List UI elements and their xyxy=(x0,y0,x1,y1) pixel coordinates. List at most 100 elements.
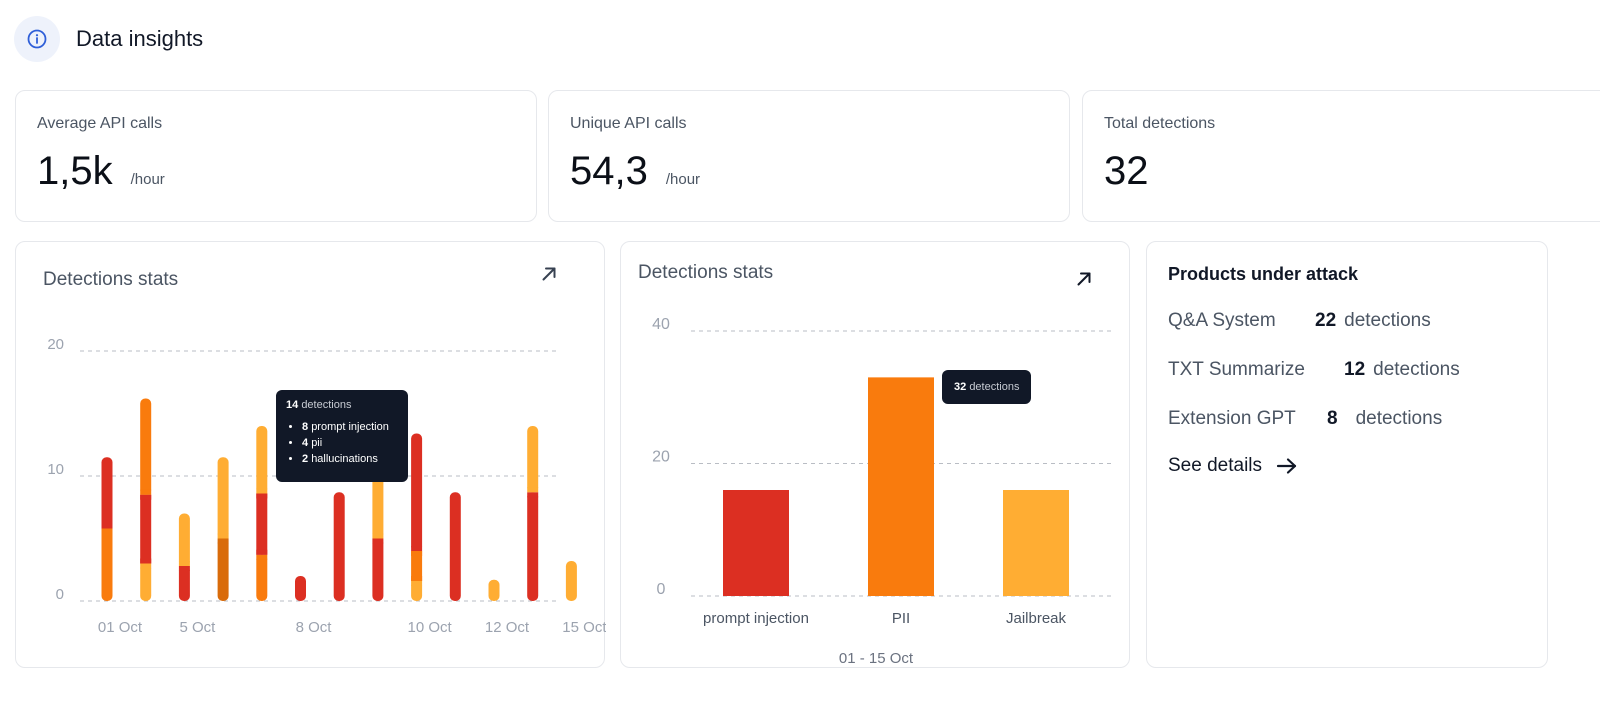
see-details-link[interactable]: See details xyxy=(1168,455,1298,477)
bar-segment-join xyxy=(256,488,268,494)
stat-number: 32 xyxy=(1104,149,1149,193)
bar-segment xyxy=(217,457,229,539)
detections-category-card: Detections stats 0 20 40 prompt injection P… xyxy=(620,241,1130,668)
product-name: TXT Summarize xyxy=(1168,359,1305,380)
bar-segment xyxy=(372,476,384,539)
bar-segment xyxy=(140,398,152,495)
tooltip-item: 2 hallucinations xyxy=(302,451,398,467)
product-name: Extension GPT xyxy=(1168,408,1296,429)
x-tick-label: 15 Oct xyxy=(562,619,606,636)
chart-bar[interactable] xyxy=(527,426,539,601)
y-tick-label: 20 xyxy=(47,336,64,353)
stat-card-unique-api-calls: Unique API calls 54,3 /hour xyxy=(548,90,1070,222)
bar-segment xyxy=(140,563,152,601)
expand-icon[interactable] xyxy=(536,261,562,287)
bar-segment-join xyxy=(140,494,152,500)
bar-segment xyxy=(372,538,384,601)
stat-card-average-api-calls: Average API calls 1,5k /hour xyxy=(15,90,537,222)
bar-segment xyxy=(295,576,306,601)
bar-segment-join xyxy=(527,492,539,498)
chart-bar[interactable] xyxy=(723,490,789,596)
chart-bar[interactable] xyxy=(868,377,934,596)
chart-bar[interactable] xyxy=(565,561,577,601)
chart-bar[interactable] xyxy=(295,576,306,601)
x-tick-label: 12 Oct xyxy=(485,619,530,636)
bar-segment-join xyxy=(140,563,152,569)
bar-segment-join xyxy=(372,533,384,539)
bar-segment xyxy=(527,492,539,601)
bar-segment xyxy=(488,579,500,601)
chart-bar[interactable] xyxy=(333,492,345,601)
bar-segment xyxy=(333,492,345,601)
x-tick-label: 10 Oct xyxy=(408,619,453,636)
bar-segment xyxy=(449,492,461,601)
tooltip-header: 14 detections xyxy=(286,399,352,411)
bar-segment xyxy=(101,457,113,529)
y-tick-label: 10 xyxy=(47,461,64,478)
bar-segment-join xyxy=(101,523,113,529)
chart-bar[interactable] xyxy=(217,457,229,601)
arrow-right-icon xyxy=(1276,457,1298,475)
stat-value: 54,3 /hour xyxy=(570,149,700,194)
bar-segment xyxy=(217,538,229,601)
chart-bar[interactable] xyxy=(488,579,500,601)
product-row: Q&A System 22 detections xyxy=(1168,310,1431,332)
chart-bar[interactable] xyxy=(1003,490,1069,596)
chart-bar[interactable] xyxy=(256,426,268,601)
tooltip-item: 8 prompt injection xyxy=(302,419,398,435)
y-tick-label: 20 xyxy=(652,449,670,466)
see-details-label: See details xyxy=(1168,455,1263,476)
bar-segment-join xyxy=(256,493,268,499)
product-row: TXT Summarize 12 detections xyxy=(1168,359,1460,381)
y-tick-label: 0 xyxy=(56,586,64,603)
x-tick-label: PII xyxy=(892,610,910,627)
expand-icon[interactable] xyxy=(1071,266,1097,292)
bar-segment xyxy=(140,494,152,564)
bar-segment-join xyxy=(256,554,268,560)
bar-segment-join xyxy=(101,528,113,534)
tooltip-list: 8 prompt injection 4 pii 2 hallucination… xyxy=(286,419,398,467)
product-name: Q&A System xyxy=(1168,310,1276,331)
bar-segment-join xyxy=(217,538,229,544)
stat-label: Unique API calls xyxy=(570,115,687,132)
x-tick-label: Jailbreak xyxy=(1006,610,1067,627)
detection-count: 12 xyxy=(1344,359,1366,380)
bar-segment xyxy=(411,551,423,581)
x-tick-label: 5 Oct xyxy=(179,619,216,636)
stat-number: 1,5k xyxy=(37,149,113,193)
x-axis-label: 01 - 15 Oct xyxy=(839,650,914,667)
x-tick-label: 8 Oct xyxy=(296,619,333,636)
bar-segment-join xyxy=(411,581,423,586)
bar-segment-join xyxy=(217,533,229,539)
detections-timeline-card: Detections stats 0 10 20 01 Oct 5 Oct 8 Oct 1… xyxy=(15,241,606,668)
detection-suffix: detections xyxy=(1373,359,1460,380)
bar-segment-join xyxy=(256,549,268,555)
chart-tooltip: 14 detections 8 prompt injection 4 pii 2… xyxy=(276,390,408,482)
bar-segment-join xyxy=(411,546,423,551)
bar-segment xyxy=(101,528,113,601)
chart-bar[interactable] xyxy=(449,492,461,601)
stat-number: 54,3 xyxy=(570,149,648,193)
chart-bar[interactable] xyxy=(411,433,423,602)
bar-segment xyxy=(411,433,423,551)
bar-segment xyxy=(411,581,423,601)
x-tick-label: 01 Oct xyxy=(98,619,143,636)
bar-segment-join xyxy=(178,561,190,566)
stat-unit: /hour xyxy=(665,171,701,188)
chart-bar[interactable] xyxy=(140,398,152,602)
stat-label: Total detections xyxy=(1104,115,1216,132)
chart-bar[interactable] xyxy=(372,476,384,601)
stat-card-total-detections: Total detections 32 xyxy=(1082,90,1600,222)
bar-segment xyxy=(178,566,190,601)
bar-segment-join xyxy=(178,566,190,571)
detection-count: 8 xyxy=(1327,408,1338,429)
detection-suffix: detections xyxy=(1355,408,1443,429)
tooltip-item: 4 pii xyxy=(302,435,398,451)
chart-tooltip: 32 detections xyxy=(942,370,1032,404)
bar-segment xyxy=(178,513,190,566)
chart-bar[interactable] xyxy=(101,457,113,601)
detections-category-chart: 0 20 40 prompt injection PII Jailbreak 01 - … xyxy=(652,316,1111,667)
stat-unit: /hour xyxy=(130,171,165,188)
bar-segment-join xyxy=(411,551,423,556)
chart-bar[interactable] xyxy=(178,513,190,602)
